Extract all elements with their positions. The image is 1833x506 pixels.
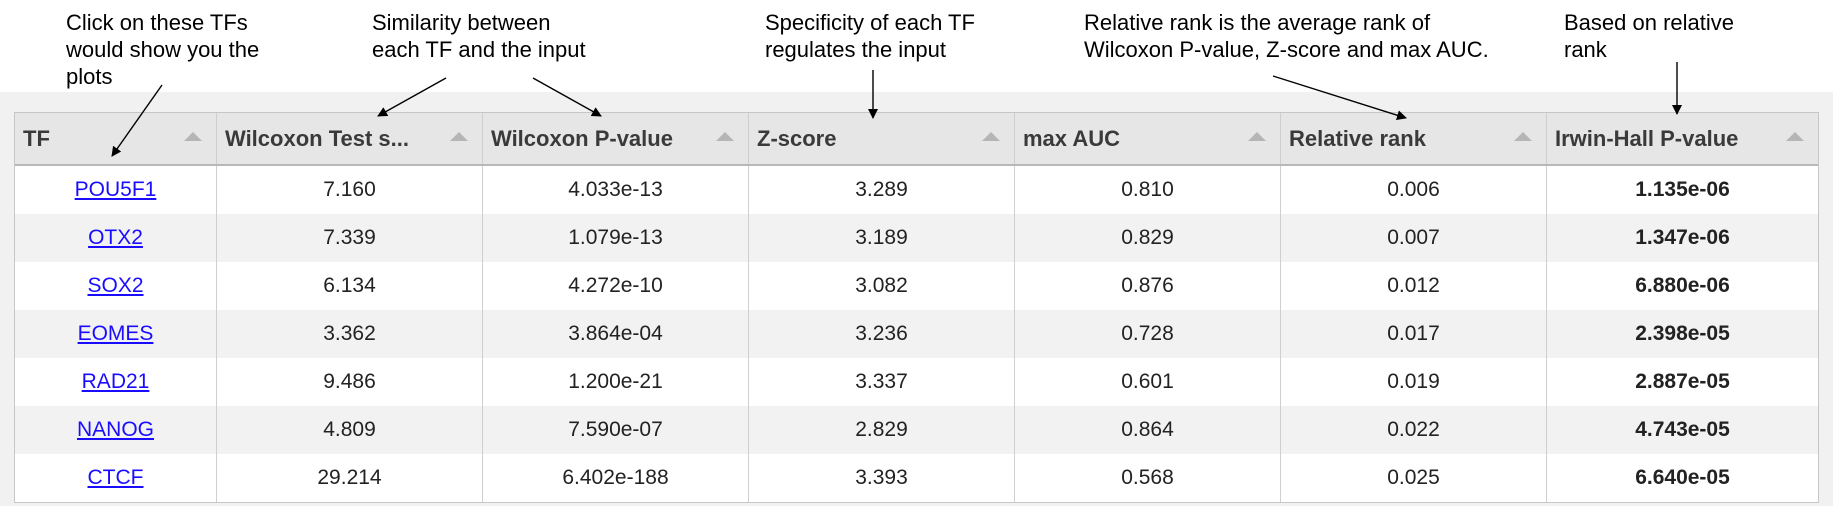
tf-link[interactable]: POU5F1 [74, 178, 157, 201]
cell-relative-rank: 0.019 [1281, 358, 1547, 406]
cell-wilcoxon-pvalue: 1.079e-13 [483, 214, 749, 262]
column-header-wilcoxon-pvalue[interactable]: Wilcoxon P-value [483, 113, 749, 164]
cell-tf: CTCF [15, 454, 217, 502]
table-row: NANOG 4.809 7.590e-07 2.829 0.864 0.022 4.743e… [15, 406, 1818, 454]
cell-irwin-hall-pvalue: 1.135e-06 [1635, 178, 1730, 201]
sort-ascending-icon[interactable] [982, 132, 1000, 141]
column-header-label: Wilcoxon Test s... [225, 125, 409, 151]
sort-ascending-icon[interactable] [1786, 132, 1804, 141]
cell-wilcoxon-pvalue: 7.590e-07 [483, 406, 749, 454]
tf-link[interactable]: EOMES [77, 322, 154, 345]
column-header-label: TF [23, 125, 50, 151]
column-header-label: Z-score [757, 125, 837, 151]
cell-max-auc: 0.568 [1015, 454, 1281, 502]
cell-relative-rank: 0.017 [1281, 310, 1547, 358]
sort-ascending-icon[interactable] [1514, 132, 1532, 141]
column-header-irwin-hall-pvalue[interactable]: Irwin-Hall P-value [1547, 113, 1818, 164]
column-header-label: Relative rank [1289, 125, 1426, 151]
cell-relative-rank: 0.012 [1281, 262, 1547, 310]
sort-ascending-icon[interactable] [450, 132, 468, 141]
annotation-irwin-hall: Based on relative rank [1564, 10, 1734, 62]
cell-wilcoxon-pvalue: 1.200e-21 [483, 358, 749, 406]
table-header-row: TF Wilcoxon Test s... Wilcoxon P-value Z-sc… [15, 113, 1818, 166]
cell-wilcoxon-test-statistic: 6.134 [217, 262, 483, 310]
cell-zscore: 3.393 [749, 454, 1015, 502]
cell-wilcoxon-test-statistic: 7.339 [217, 214, 483, 262]
column-header-max-auc[interactable]: max AUC [1015, 113, 1281, 164]
cell-zscore: 3.289 [749, 166, 1015, 214]
cell-max-auc: 0.810 [1015, 166, 1281, 214]
cell-wilcoxon-test-statistic: 29.214 [217, 454, 483, 502]
tf-link[interactable]: NANOG [76, 418, 154, 441]
column-header-label: Irwin-Hall P-value [1555, 125, 1739, 151]
cell-max-auc: 0.864 [1015, 406, 1281, 454]
cell-wilcoxon-pvalue: 3.864e-04 [483, 310, 749, 358]
cell-tf: NANOG [15, 406, 217, 454]
cell-max-auc: 0.728 [1015, 310, 1281, 358]
cell-zscore: 3.189 [749, 214, 1015, 262]
table-row: OTX2 7.339 1.079e-13 3.189 0.829 0.007 1.347e-… [15, 214, 1818, 262]
cell-wilcoxon-pvalue: 6.402e-188 [483, 454, 749, 502]
cell-relative-rank: 0.022 [1281, 406, 1547, 454]
cell-zscore: 2.829 [749, 406, 1015, 454]
cell-irwin-hall-pvalue: 4.743e-05 [1635, 418, 1730, 441]
cell-relative-rank: 0.006 [1281, 166, 1547, 214]
tf-link[interactable]: OTX2 [88, 226, 143, 249]
cell-wilcoxon-test-statistic: 7.160 [217, 166, 483, 214]
cell-max-auc: 0.876 [1015, 262, 1281, 310]
sort-ascending-icon[interactable] [1248, 132, 1266, 141]
cell-wilcoxon-pvalue: 4.033e-13 [483, 166, 749, 214]
table-row: SOX2 6.134 4.272e-10 3.082 0.876 0.012 6.880e-… [15, 262, 1818, 310]
table-row: EOMES 3.362 3.864e-04 3.236 0.728 0.017 2.398e… [15, 310, 1818, 358]
cell-zscore: 3.337 [749, 358, 1015, 406]
cell-irwin-hall-pvalue: 2.887e-05 [1635, 370, 1730, 393]
cell-irwin-hall-pvalue: 6.640e-05 [1635, 466, 1730, 489]
cell-zscore: 3.082 [749, 262, 1015, 310]
results-table: TF Wilcoxon Test s... Wilcoxon P-value Z-sc… [14, 112, 1819, 503]
column-header-wilcoxon-test-statistic[interactable]: Wilcoxon Test s... [217, 113, 483, 164]
column-header-zscore[interactable]: Z-score [749, 113, 1015, 164]
annotation-similarity: Similarity between each TF and the input [372, 10, 586, 62]
cell-wilcoxon-test-statistic: 4.809 [217, 406, 483, 454]
cell-irwin-hall-pvalue: 1.347e-06 [1635, 226, 1730, 249]
table-row: CTCF 29.214 6.402e-188 3.393 0.568 0.025 6.640… [15, 454, 1818, 502]
cell-relative-rank: 0.007 [1281, 214, 1547, 262]
column-header-tf[interactable]: TF [15, 113, 217, 164]
column-header-label: Wilcoxon P-value [491, 125, 673, 151]
cell-wilcoxon-pvalue: 4.272e-10 [483, 262, 749, 310]
cell-max-auc: 0.829 [1015, 214, 1281, 262]
cell-irwin-hall-pvalue: 6.880e-06 [1635, 274, 1730, 297]
column-header-label: max AUC [1023, 125, 1120, 151]
cell-tf: SOX2 [15, 262, 217, 310]
annotation-tf-click: Click on these TFs would show you the pl… [66, 10, 260, 89]
cell-max-auc: 0.601 [1015, 358, 1281, 406]
column-header-relative-rank[interactable]: Relative rank [1281, 113, 1547, 164]
table-body: POU5F1 7.160 4.033e-13 3.289 0.810 0.006 1.135… [15, 166, 1818, 502]
tf-link[interactable]: CTCF [87, 466, 144, 489]
annotation-specificity: Specificity of each TF regulates the inp… [765, 10, 975, 62]
cell-zscore: 3.236 [749, 310, 1015, 358]
table-row: RAD21 9.486 1.200e-21 3.337 0.601 0.019 2.887e… [15, 358, 1818, 406]
cell-tf: OTX2 [15, 214, 217, 262]
cell-wilcoxon-test-statistic: 9.486 [217, 358, 483, 406]
cell-tf: POU5F1 [15, 166, 217, 214]
tf-link[interactable]: SOX2 [87, 274, 144, 297]
cell-tf: EOMES [15, 310, 217, 358]
cell-irwin-hall-pvalue: 2.398e-05 [1635, 322, 1730, 345]
tf-link[interactable]: RAD21 [81, 370, 150, 393]
cell-tf: RAD21 [15, 358, 217, 406]
table-row: POU5F1 7.160 4.033e-13 3.289 0.810 0.006 1.135… [15, 166, 1818, 214]
cell-wilcoxon-test-statistic: 3.362 [217, 310, 483, 358]
sort-ascending-icon[interactable] [184, 132, 202, 141]
annotation-relative-rank: Relative rank is the average rank of Wil… [1084, 10, 1489, 62]
cell-relative-rank: 0.025 [1281, 454, 1547, 502]
sort-ascending-icon[interactable] [716, 132, 734, 141]
